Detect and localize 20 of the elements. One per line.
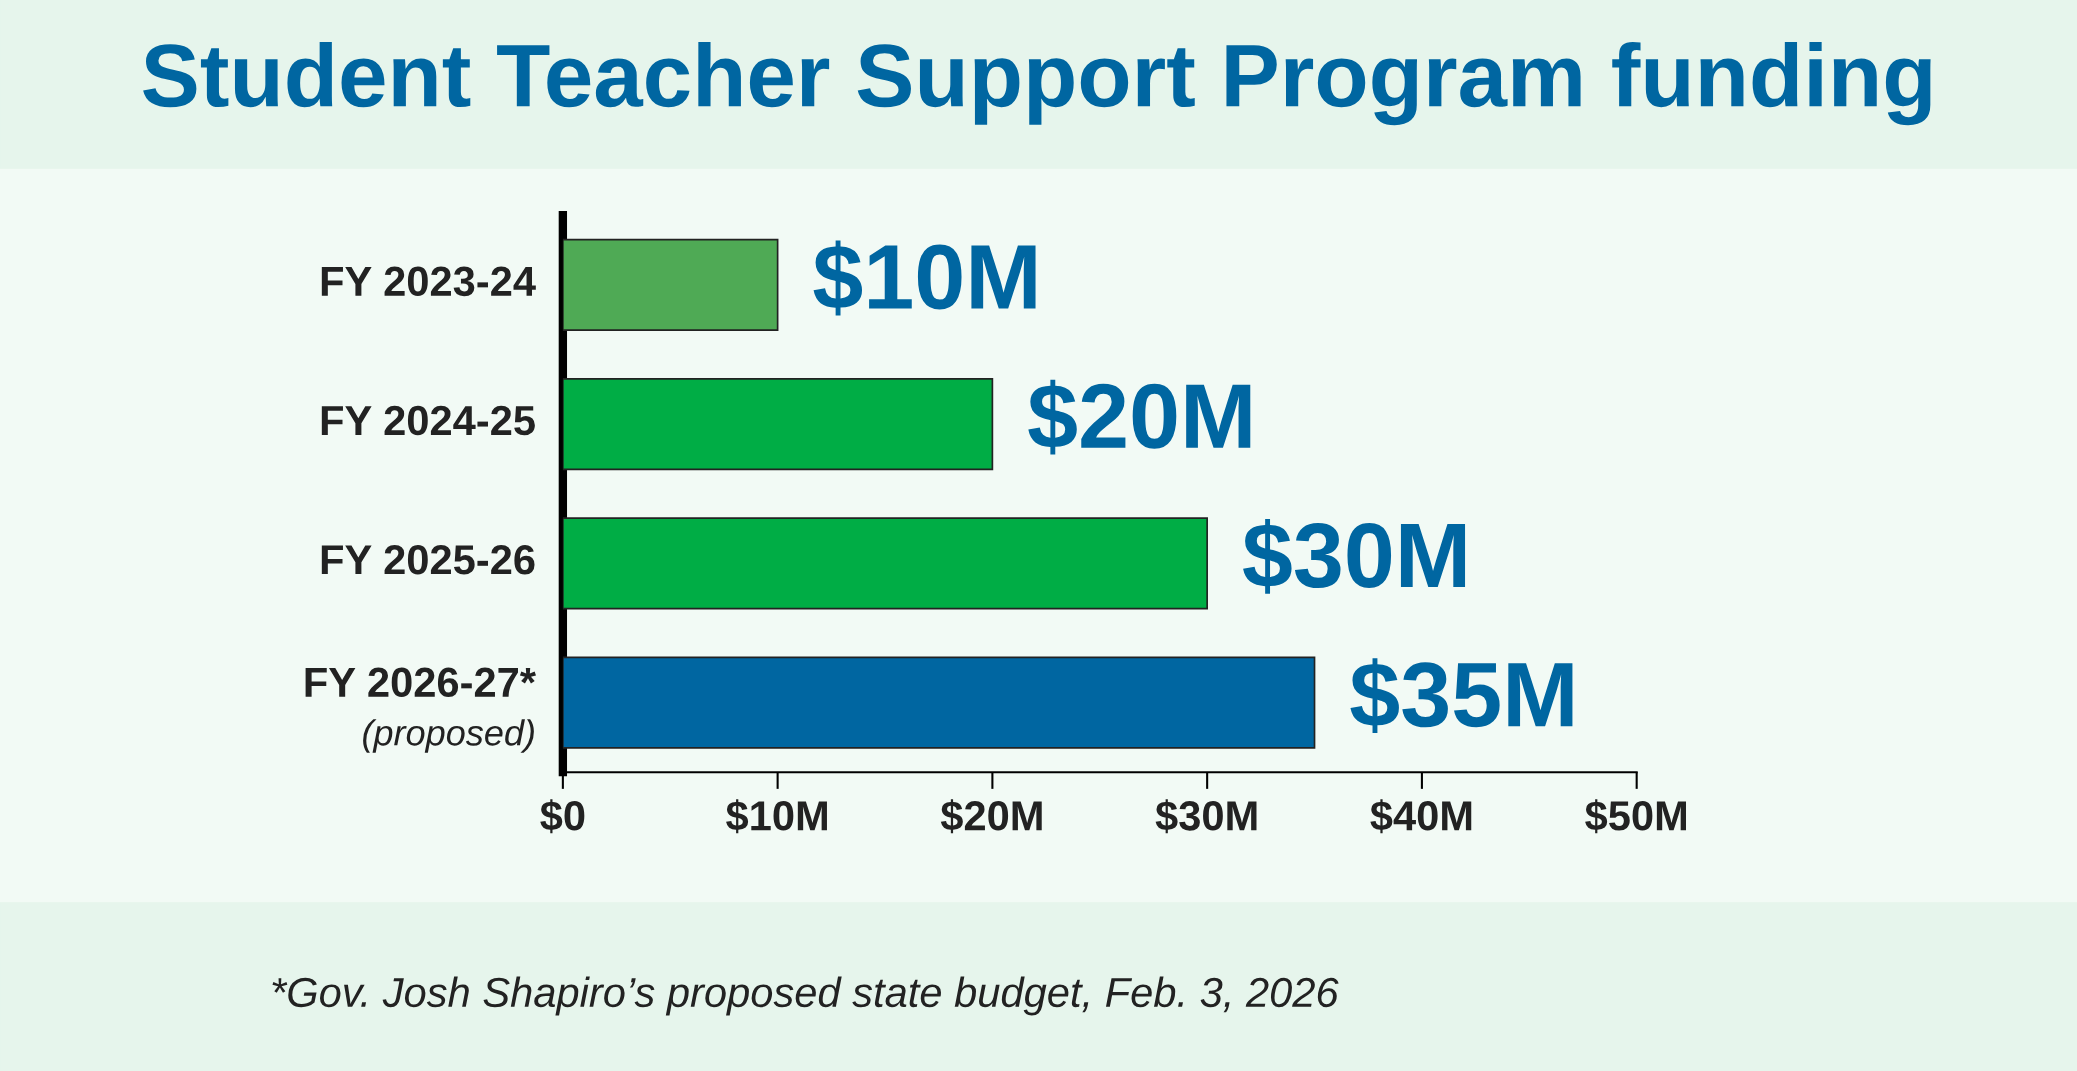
x-tick-label: $0 xyxy=(540,799,585,834)
y-tick-label: FY 2024-25 xyxy=(321,405,535,436)
x-tick-label: $10M xyxy=(726,799,827,834)
data-label: $20M xyxy=(1028,379,1251,455)
chart-title: Student Teacher Support Program funding xyxy=(143,41,1931,126)
x-tick-label: $50M xyxy=(1585,799,1687,834)
y-tick-label: FY 2025-26 xyxy=(321,545,535,575)
x-tick-label: $20M xyxy=(940,799,1042,834)
y-tick-label: FY 2026-27* (proposed) xyxy=(305,667,536,753)
x-tick-label: $40M xyxy=(1370,799,1472,834)
bar xyxy=(562,238,779,331)
bar xyxy=(562,378,994,471)
data-label: $30M xyxy=(1243,519,1466,594)
data-label: $10M xyxy=(813,240,1036,316)
bar xyxy=(562,656,1316,749)
bar xyxy=(562,517,1208,610)
x-tick-label: $30M xyxy=(1155,799,1257,834)
data-label: $35M xyxy=(1350,658,1573,734)
y-tick-label: FY 2023-24 xyxy=(321,266,536,297)
text: *Gov. Josh Shapiro’s proposed state budget, Feb. 3, 2026 xyxy=(272,976,1339,1016)
